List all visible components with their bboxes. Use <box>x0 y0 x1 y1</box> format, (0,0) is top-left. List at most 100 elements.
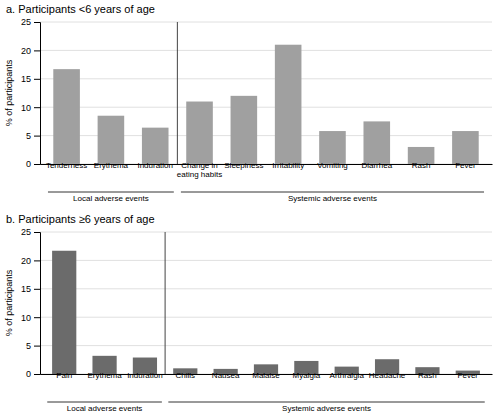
x-tick-label-line: Myalgia <box>293 371 321 380</box>
group-bracket <box>181 192 484 193</box>
y-tick-label: 25 <box>21 17 31 27</box>
x-axis: Pain Erythema Induration Chills Nausea Malais… <box>41 371 493 380</box>
x-tick: Arthralgia <box>330 371 365 380</box>
y-tick-mark <box>34 232 40 233</box>
x-tick-label-line: eating habits <box>177 170 222 179</box>
y-tick: 20 <box>21 256 40 266</box>
grid-line <box>40 232 492 233</box>
x-tick-label-line: Malaise <box>252 371 280 380</box>
group-label: Local adverse events <box>67 404 143 413</box>
grid-line <box>40 22 492 23</box>
x-tick-label: Nausea <box>212 371 240 380</box>
x-tick-label-line: Sleepiness <box>224 161 263 170</box>
y-tick-mark <box>34 107 40 108</box>
x-tick-label: Tenderness <box>46 161 87 170</box>
grid <box>40 22 492 164</box>
y-tick-label: 5 <box>26 341 31 351</box>
x-tick: Diarrhea <box>361 161 392 170</box>
grid <box>40 232 492 374</box>
x-tick-label: Change ineating habits <box>177 161 222 179</box>
title: a. Participants <6 years of age <box>6 3 155 15</box>
x-tick-label: Malaise <box>252 371 280 380</box>
x-tick-label-line: Pain <box>56 371 72 380</box>
y-tick: 25 <box>21 227 40 237</box>
bar <box>452 131 479 164</box>
x-tick: Induration <box>127 371 163 380</box>
grid-line <box>40 317 492 318</box>
bar <box>98 116 125 164</box>
x-tick-label: Induration <box>127 371 163 380</box>
x-tick-label-line: Vomiting <box>317 161 348 170</box>
y-tick: 10 <box>21 103 40 113</box>
x-tick: Induration <box>137 161 173 170</box>
x-tick-label: Induration <box>137 161 173 170</box>
x-tick: Myalgia <box>293 371 321 380</box>
y-tick-mark <box>34 136 40 137</box>
y-axis: 0510152025 <box>21 227 41 379</box>
x-tick-label-line: Induration <box>137 161 173 170</box>
y-tick-label: 10 <box>21 313 31 323</box>
y-tick-label: 15 <box>21 74 31 84</box>
x-tick-label: Pain <box>56 371 72 380</box>
x-tick-label-line: Fever <box>458 371 479 380</box>
panel: 0510152025PainErythemaIndurationChillsNa… <box>4 213 493 413</box>
x-tick-label: Rash <box>418 371 437 380</box>
y-tick-label: 20 <box>21 256 31 266</box>
groups: Local adverse events Systemic adverse eve… <box>47 232 484 413</box>
y-tick-label: 20 <box>21 46 31 56</box>
x-tick-label: Myalgia <box>293 371 321 380</box>
x-tick-label-line: Nausea <box>212 371 240 380</box>
y-tick-mark <box>34 164 40 165</box>
y-tick-label: 25 <box>21 227 31 237</box>
y-tick: 20 <box>21 46 40 56</box>
x-tick-label: Diarrhea <box>361 161 392 170</box>
group-bracket <box>168 402 484 403</box>
y-tick-label: 5 <box>26 131 31 141</box>
bar <box>363 121 390 164</box>
x-tick-label: Fever <box>455 161 476 170</box>
y-tick-label: 0 <box>26 159 31 169</box>
group-label: Local adverse events <box>73 194 149 203</box>
x-tick-label-line: Erythema <box>94 161 129 170</box>
y-tick-label: 0 <box>26 369 31 379</box>
title: b. Participants ≥6 years of age <box>6 213 155 225</box>
group-label: Systemic adverse events <box>288 194 377 203</box>
bar <box>142 128 169 164</box>
x-tick: Erythema <box>87 371 122 380</box>
y-axis: 0 5 10 15 20 25 <box>21 17 41 169</box>
group-bracket <box>48 192 174 193</box>
x-tick: Malaise <box>252 371 280 380</box>
x-tick-label-line: Irritability <box>272 161 304 170</box>
groups: Local adverse events Systemic adverse eve… <box>48 22 484 203</box>
y-axis-line <box>34 23 41 165</box>
y-tick: 5 <box>26 341 40 351</box>
bar <box>275 45 302 164</box>
x-tick-label-line: Arthralgia <box>330 371 365 380</box>
x-tick-label: Vomiting <box>317 161 348 170</box>
chart-svg: 0 5 10 15 20 25 Tenderness Erythema Induration Ch… <box>0 0 500 420</box>
x-tick-label-line: Fever <box>455 161 476 170</box>
x-tick: Chills <box>176 371 196 380</box>
x-tick: Rash <box>412 161 431 170</box>
bars <box>53 45 478 164</box>
y-tick: 0 <box>26 369 40 379</box>
x-tick: Tenderness <box>46 161 87 170</box>
bar <box>186 102 213 164</box>
y-axis-title: % of participants <box>4 269 14 336</box>
x-tick: Sleepiness <box>224 161 263 170</box>
y-tick: 10 <box>21 313 40 323</box>
x-tick-label: Sleepiness <box>224 161 263 170</box>
x-tick-label-line: Rash <box>412 161 431 170</box>
y-axis-line <box>34 233 41 375</box>
grid-line <box>40 78 492 79</box>
bar <box>319 131 346 164</box>
y-tick: 0 <box>26 159 40 169</box>
x-tick-label: Arthralgia <box>330 371 365 380</box>
x-tick: Vomiting <box>317 161 348 170</box>
x-tick: Fever <box>458 371 479 380</box>
x-tick: Fever <box>455 161 476 170</box>
bars <box>52 251 480 374</box>
x-tick-label: Irritability <box>272 161 304 170</box>
group-label: Systemic adverse events <box>282 404 371 413</box>
x-axis: Tenderness Erythema Induration Change ineat… <box>41 161 493 179</box>
